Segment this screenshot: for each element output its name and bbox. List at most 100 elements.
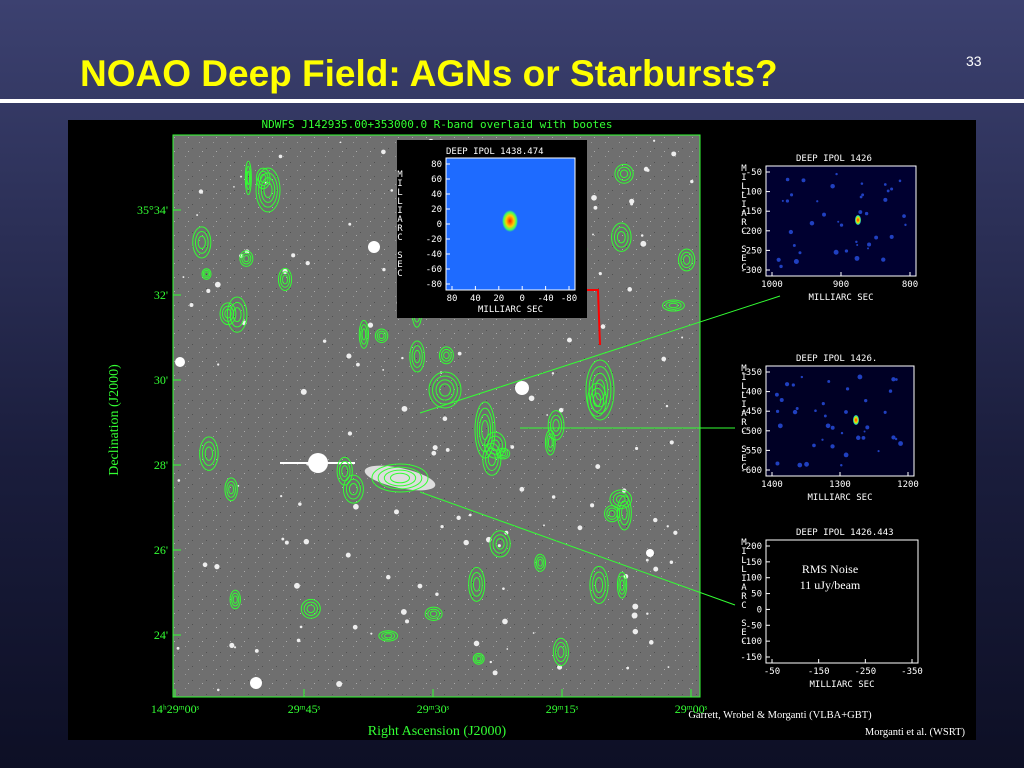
star: [551, 495, 556, 499]
star: [593, 205, 598, 210]
contour: [306, 604, 316, 614]
contour: [226, 296, 248, 333]
star: [381, 149, 386, 155]
speckle: [795, 406, 799, 410]
speckle: [788, 229, 794, 235]
contour: [194, 231, 209, 254]
contour: [468, 566, 486, 602]
speckle: [801, 178, 806, 183]
star: [214, 564, 220, 570]
panel-y-tick: -100: [740, 188, 762, 198]
star: [346, 353, 352, 359]
contour: [197, 235, 206, 250]
radio-map: [765, 365, 915, 477]
speckle: [774, 392, 779, 397]
panel-x-label: MILLIARC SEC: [809, 680, 874, 690]
x-axis-label: Right Ascension (J2000): [368, 724, 507, 739]
panel-y-tick: -400: [740, 388, 762, 398]
annotation: RMS Noise: [802, 562, 858, 576]
panel-x-tick: 800: [902, 280, 918, 290]
star: [590, 503, 595, 508]
contour: [260, 177, 276, 203]
contour: [489, 530, 511, 558]
bright-star: [175, 357, 185, 367]
speckle: [890, 187, 894, 191]
contour: [303, 601, 318, 616]
panel-y-tick: 200: [746, 542, 762, 552]
star: [393, 509, 399, 515]
star: [240, 175, 243, 178]
star: [690, 179, 694, 184]
contour: [665, 301, 682, 310]
contour: [500, 450, 507, 457]
panel-y-tick: -40: [426, 250, 442, 260]
contour: [277, 267, 293, 292]
contour: [615, 495, 626, 504]
contour: [245, 165, 251, 191]
bright-star: [250, 677, 262, 689]
contour: [192, 226, 212, 259]
panel-title: DEEP IPOL 1426: [796, 154, 872, 164]
star: [300, 388, 307, 395]
speckle: [874, 235, 879, 240]
contour: [474, 401, 496, 459]
star: [336, 680, 343, 687]
star: [558, 407, 564, 413]
star: [492, 670, 498, 676]
speckle: [867, 247, 870, 250]
star: [653, 566, 659, 572]
star: [532, 632, 535, 634]
star: [339, 141, 342, 144]
panel-y-label: MILLIARC SEC: [739, 164, 749, 272]
page-number: 33: [966, 53, 982, 69]
speckle: [877, 450, 880, 453]
contour: [619, 579, 625, 591]
star: [305, 260, 310, 266]
contour: [424, 606, 443, 622]
star: [528, 395, 535, 402]
star: [214, 281, 221, 288]
contour: [378, 630, 399, 642]
contour: [474, 654, 484, 664]
contour: [202, 269, 211, 279]
contour: [613, 226, 629, 248]
star: [506, 648, 509, 650]
star: [382, 368, 385, 371]
panel-y-tick: 80: [431, 160, 442, 170]
speckle: [775, 461, 780, 466]
star: [284, 540, 289, 545]
star: [280, 495, 283, 498]
star: [217, 363, 220, 366]
panel-y-tick: 0: [757, 605, 762, 615]
contour: [374, 328, 389, 344]
star: [666, 525, 669, 528]
star: [648, 640, 654, 645]
contour: [592, 571, 606, 599]
contour: [534, 553, 547, 572]
star: [632, 628, 639, 635]
speckle: [898, 179, 902, 183]
contour: [591, 372, 609, 408]
speckle: [792, 244, 796, 247]
contour: [495, 538, 505, 550]
contour: [677, 248, 696, 272]
bright-star: [515, 381, 529, 395]
star: [645, 558, 649, 562]
star: [566, 337, 572, 343]
contour: [544, 429, 556, 456]
star: [278, 154, 283, 159]
contour: [244, 160, 252, 196]
speckle: [821, 438, 824, 441]
star: [216, 688, 220, 692]
star: [299, 625, 303, 629]
speckle: [791, 383, 795, 387]
star: [198, 189, 204, 194]
star: [291, 253, 296, 258]
contour: [535, 556, 545, 570]
star: [629, 198, 635, 204]
contour: [383, 633, 393, 639]
contour: [604, 505, 621, 523]
y-axis-label: Declination (J2000): [107, 364, 122, 476]
contour: [201, 441, 216, 466]
speckle: [784, 382, 790, 387]
